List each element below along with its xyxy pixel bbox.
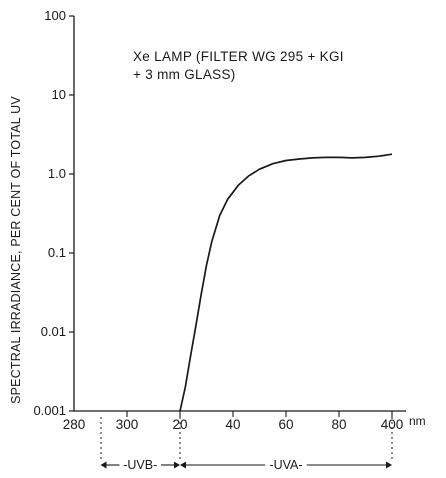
- y-tick-label: 100: [44, 8, 66, 23]
- band-arrow-right: [386, 461, 392, 469]
- y-tick-label: 0.01: [41, 324, 66, 339]
- x-tick-label: 300: [116, 417, 139, 432]
- x-tick-label: 400: [381, 417, 404, 432]
- axes: [73, 16, 406, 412]
- band-label-uva: -UVA-: [269, 458, 302, 472]
- x-tick-label: 80: [331, 417, 346, 432]
- y-axis-label: SPECTRAL IRRADIANCE, PER CENT OF TOTAL U…: [9, 96, 23, 404]
- x-unit-label: nm: [409, 414, 426, 428]
- series-layer: [179, 153, 393, 412]
- y-tick-label: 1.0: [48, 166, 66, 181]
- band-arrow-left: [100, 461, 107, 469]
- y-tick-label: 10: [52, 87, 66, 102]
- y-tick-label: 0.001: [33, 403, 66, 418]
- y-tick-label: 0.1: [48, 245, 66, 260]
- x-tick-label: 20: [172, 417, 187, 432]
- band-arrow-left: [180, 461, 186, 469]
- x-tick-label: 280: [63, 417, 86, 432]
- wavelength-bands: -UVB- -UVA-: [100, 417, 393, 472]
- band-arrow-right: [174, 461, 180, 469]
- x-tick-label: 60: [278, 417, 293, 432]
- annotation-line-2: + 3 mm GLASS): [133, 67, 236, 82]
- annotation-line-1: Xe LAMP (FILTER WG 295 + KGI: [133, 49, 344, 64]
- band-label-uvb: -UVB-: [123, 458, 157, 472]
- spectrum-curve: [179, 153, 393, 412]
- x-tick-label: 40: [225, 417, 240, 432]
